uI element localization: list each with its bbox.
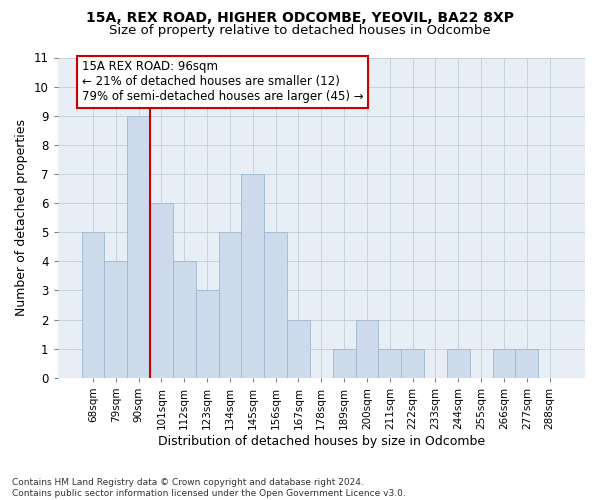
Bar xyxy=(127,116,150,378)
Bar xyxy=(150,203,173,378)
Bar xyxy=(173,262,196,378)
Y-axis label: Number of detached properties: Number of detached properties xyxy=(15,119,28,316)
Bar xyxy=(447,348,470,378)
Bar xyxy=(515,348,538,378)
Text: Contains HM Land Registry data © Crown copyright and database right 2024.
Contai: Contains HM Land Registry data © Crown c… xyxy=(12,478,406,498)
Text: 15A, REX ROAD, HIGHER ODCOMBE, YEOVIL, BA22 8XP: 15A, REX ROAD, HIGHER ODCOMBE, YEOVIL, B… xyxy=(86,11,514,25)
Text: Size of property relative to detached houses in Odcombe: Size of property relative to detached ho… xyxy=(109,24,491,37)
Bar xyxy=(82,232,104,378)
Bar xyxy=(379,348,401,378)
Bar xyxy=(287,320,310,378)
Bar xyxy=(241,174,264,378)
Bar xyxy=(333,348,356,378)
Bar xyxy=(218,232,241,378)
Bar xyxy=(401,348,424,378)
Bar xyxy=(493,348,515,378)
Bar xyxy=(264,232,287,378)
Text: 15A REX ROAD: 96sqm
← 21% of detached houses are smaller (12)
79% of semi-detach: 15A REX ROAD: 96sqm ← 21% of detached ho… xyxy=(82,60,363,104)
Bar xyxy=(196,290,218,378)
Bar xyxy=(356,320,379,378)
X-axis label: Distribution of detached houses by size in Odcombe: Distribution of detached houses by size … xyxy=(158,434,485,448)
Bar xyxy=(104,262,127,378)
